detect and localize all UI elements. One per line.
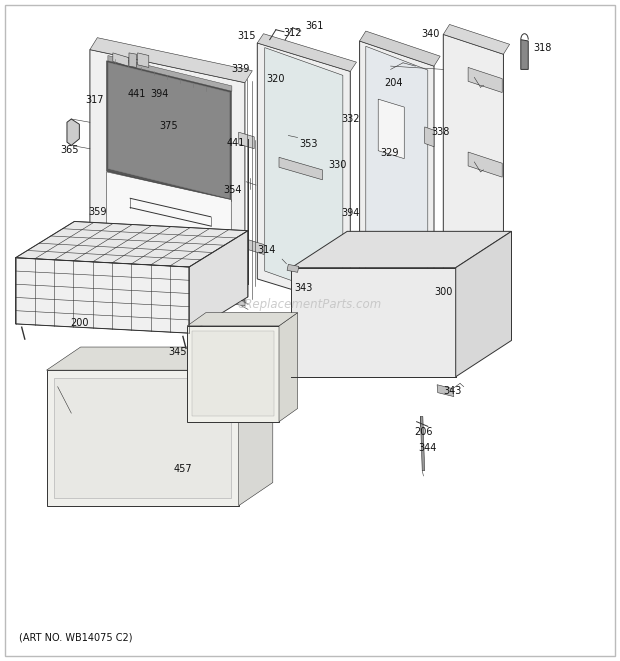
Polygon shape xyxy=(239,347,273,506)
Polygon shape xyxy=(129,53,136,67)
Polygon shape xyxy=(521,40,528,69)
Polygon shape xyxy=(189,231,248,333)
Polygon shape xyxy=(360,41,434,324)
Text: 204: 204 xyxy=(384,77,403,88)
Text: 394: 394 xyxy=(151,89,169,99)
Text: 457: 457 xyxy=(174,464,192,475)
Polygon shape xyxy=(437,385,454,397)
Text: 344: 344 xyxy=(418,443,437,453)
Polygon shape xyxy=(108,56,232,91)
Polygon shape xyxy=(187,313,298,326)
Text: 330: 330 xyxy=(329,160,347,171)
Polygon shape xyxy=(239,132,254,149)
Polygon shape xyxy=(257,43,350,307)
Polygon shape xyxy=(107,172,231,291)
Polygon shape xyxy=(16,221,248,267)
Polygon shape xyxy=(468,152,502,177)
Text: 354: 354 xyxy=(223,184,242,195)
Polygon shape xyxy=(108,63,229,198)
Text: 320: 320 xyxy=(267,74,285,85)
Polygon shape xyxy=(16,258,189,333)
Text: 345: 345 xyxy=(169,346,187,357)
Polygon shape xyxy=(443,34,503,338)
Polygon shape xyxy=(192,331,274,416)
Polygon shape xyxy=(265,48,343,299)
Polygon shape xyxy=(287,264,299,272)
Polygon shape xyxy=(291,268,456,377)
Polygon shape xyxy=(54,378,231,498)
Polygon shape xyxy=(456,231,512,377)
Polygon shape xyxy=(113,53,128,66)
Polygon shape xyxy=(46,347,273,370)
Polygon shape xyxy=(90,50,245,304)
Text: 365: 365 xyxy=(60,145,79,155)
Text: 353: 353 xyxy=(299,139,318,149)
Polygon shape xyxy=(443,24,510,54)
Text: 200: 200 xyxy=(70,317,89,328)
Text: 318: 318 xyxy=(533,42,552,53)
Text: 441: 441 xyxy=(127,89,146,99)
Text: 394: 394 xyxy=(341,208,360,218)
Polygon shape xyxy=(67,119,79,145)
Text: 340: 340 xyxy=(422,29,440,40)
Text: 343: 343 xyxy=(443,386,462,397)
Text: 314: 314 xyxy=(257,245,276,255)
Polygon shape xyxy=(366,46,428,315)
Polygon shape xyxy=(291,231,512,268)
Polygon shape xyxy=(247,239,264,254)
Text: 343: 343 xyxy=(294,282,313,293)
Polygon shape xyxy=(187,326,279,422)
Text: 441: 441 xyxy=(226,138,245,149)
Text: 359: 359 xyxy=(88,206,107,217)
Polygon shape xyxy=(279,157,322,180)
Text: 338: 338 xyxy=(431,127,450,137)
Text: 332: 332 xyxy=(341,114,360,124)
Text: 375: 375 xyxy=(159,120,178,131)
Polygon shape xyxy=(360,31,440,66)
Polygon shape xyxy=(468,67,502,93)
Polygon shape xyxy=(90,270,245,306)
Polygon shape xyxy=(420,416,425,471)
Text: 317: 317 xyxy=(85,95,104,106)
Text: 206: 206 xyxy=(414,426,433,437)
Text: eReplacementParts.com: eReplacementParts.com xyxy=(238,297,382,311)
Polygon shape xyxy=(378,99,404,159)
Polygon shape xyxy=(279,313,298,422)
Text: (ART NO. WB14075 C2): (ART NO. WB14075 C2) xyxy=(19,633,132,642)
Polygon shape xyxy=(138,53,149,67)
Polygon shape xyxy=(257,34,356,71)
Text: 315: 315 xyxy=(237,31,256,42)
Polygon shape xyxy=(90,38,252,83)
Text: 361: 361 xyxy=(306,21,324,32)
Polygon shape xyxy=(107,61,231,202)
Polygon shape xyxy=(46,370,239,506)
Polygon shape xyxy=(425,127,434,147)
Text: 339: 339 xyxy=(231,64,250,75)
Text: 312: 312 xyxy=(283,28,302,38)
Text: 300: 300 xyxy=(434,287,453,297)
Text: 329: 329 xyxy=(380,147,399,158)
